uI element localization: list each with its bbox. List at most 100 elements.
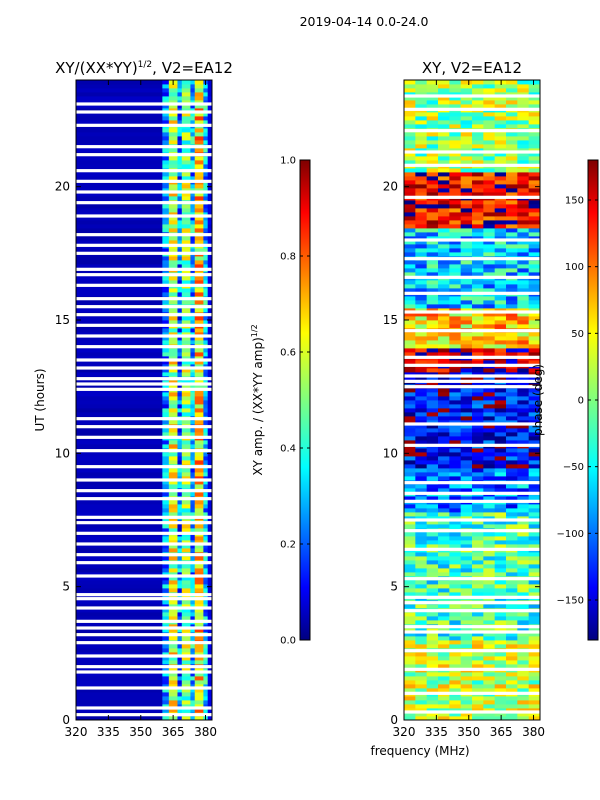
amplitude-cell [190,500,196,505]
phase-cell [528,640,540,645]
amplitude-cell [181,476,191,481]
flagged-row [76,686,212,690]
amplitude-cell [162,704,170,709]
phase-cell [426,520,439,525]
phase-cell [483,704,496,709]
amplitude-cell [190,636,196,641]
phase-cell [438,712,450,717]
phase-cell [438,640,450,645]
amplitude-cell [177,548,183,553]
phase-plot-frame [403,79,541,721]
phase-cell [494,688,507,693]
amplitude-cell [190,648,196,653]
phase-cell [449,172,462,177]
amplitude-cell [168,608,178,613]
amplitude-cell [181,112,191,117]
flagged-row [76,273,212,277]
amplitude-cell [76,332,163,337]
phase-cell [472,132,484,137]
amplitude-cell [168,484,178,489]
amplitude-cell [177,216,183,221]
phase-cell [460,200,473,205]
phase-cell [517,688,530,693]
amplitude-cell [168,508,178,513]
phase-cell [517,104,530,109]
phase-cell [472,420,484,425]
amplitude-cell [177,524,183,529]
amplitude-cell [76,292,163,297]
amplitude-cell [177,692,183,697]
phase-cell [404,628,416,633]
amplitude-cell [181,248,191,253]
amplitude-cell [162,556,170,561]
amplitude-cell [203,368,209,373]
phase-cell [472,400,484,405]
amplitude-cell [177,148,183,153]
amplitude-cell [76,384,163,389]
x-tick-label: 365 [162,725,185,739]
phase-cell [426,368,439,373]
amplitude-cell [76,336,163,341]
phase-cell [483,404,496,409]
amplitude-cell [177,392,183,397]
phase-cell [528,456,540,461]
phase-cell [517,124,530,129]
amplitude-cell [177,604,183,609]
phase-cell [449,300,462,305]
amplitude-cell [207,204,212,209]
phase-cell [472,392,484,397]
phase-cell [494,532,507,537]
phase-cell [449,184,462,189]
amplitude-cell [181,564,191,569]
phase-cell [506,448,518,453]
amplitude-cell [203,484,209,489]
phase-cell [472,228,484,233]
amplitude-cell [162,336,170,341]
amplitude-cell [177,432,183,437]
phase-cell [494,360,507,365]
phase-cell [426,400,439,405]
amplitude-cell [76,452,163,457]
phase-cell [517,264,530,269]
amplitude-cell [76,80,163,85]
amplitude-cell [162,80,170,85]
phase-cell [404,704,416,709]
phase-cell [460,228,473,233]
phase-cell [449,360,462,365]
amplitude-cell [181,328,191,333]
phase-cell [404,224,416,229]
amplitude-cell [207,116,212,121]
phase-cell [506,224,518,229]
phase-cell [460,332,473,337]
amplitude-cell [177,628,183,633]
amplitude-cell [181,660,191,665]
amplitude-cell [207,480,212,485]
phase-cell [426,204,439,209]
phase-cell [415,620,428,625]
amplitude-cell [181,80,191,85]
phase-cell [528,232,540,237]
phase-cell [426,620,439,625]
phase-cell [415,132,428,137]
amplitude-cell [203,320,209,325]
phase-cell [438,568,450,573]
phase-cell [415,120,428,125]
amplitude-cell [181,220,191,225]
amplitude-cell [203,468,209,473]
phase-cell [404,368,416,373]
amplitude-cell [207,84,212,89]
phase-cell [528,156,540,161]
amplitude-cell [190,212,196,217]
phase-cell [460,460,473,465]
flagged-row [76,190,212,194]
phase-cell [404,672,416,677]
phase-cell [404,344,416,349]
amplitude-cell [203,172,209,177]
amplitude-cell [207,192,212,197]
amplitude-cell [168,628,178,633]
amplitude-cell [190,544,196,549]
x-tick-label: 335 [97,725,120,739]
phase-cell [517,116,530,121]
phase-cell [528,544,540,549]
phase-cell [472,156,484,161]
